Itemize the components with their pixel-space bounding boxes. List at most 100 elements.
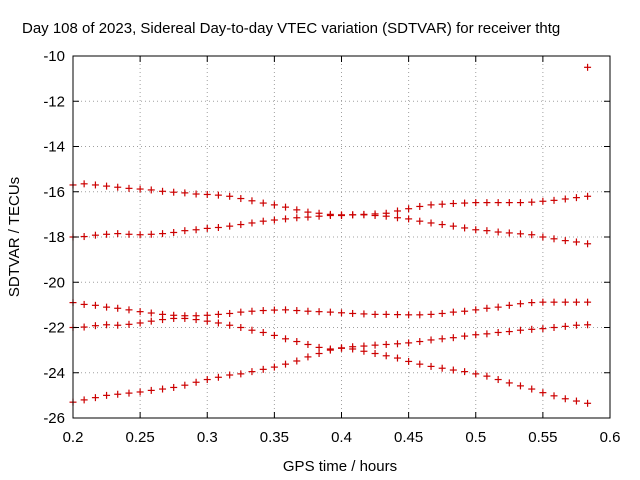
data-point (449, 366, 457, 374)
data-point (80, 300, 88, 308)
data-point (349, 211, 357, 219)
data-point (528, 231, 536, 239)
data-point (159, 230, 167, 238)
data-point (449, 222, 457, 230)
data-point (360, 211, 368, 219)
data-point (528, 325, 536, 333)
data-point (270, 363, 278, 371)
data-point (572, 397, 580, 405)
data-point (282, 360, 290, 368)
data-point (114, 230, 122, 238)
data-point (181, 189, 189, 197)
data-point (203, 376, 211, 384)
data-point (561, 322, 569, 330)
data-point (170, 228, 178, 236)
data-point (159, 316, 167, 324)
data-point (125, 184, 133, 192)
data-point (103, 303, 111, 311)
data-point (550, 196, 558, 204)
data-point (114, 390, 122, 398)
data-point (103, 230, 111, 238)
data-point (237, 195, 245, 203)
data-point (516, 300, 524, 308)
data-point (561, 195, 569, 203)
data-point (125, 389, 133, 397)
data-point (304, 353, 312, 361)
data-point (472, 370, 480, 378)
data-point (80, 180, 88, 188)
data-point (91, 301, 99, 309)
data-point (561, 237, 569, 245)
data-point (315, 343, 323, 351)
data-point (393, 340, 401, 348)
data-point (136, 185, 144, 193)
data-point (326, 308, 334, 316)
data-point (461, 199, 469, 207)
x-tick-label: 0.2 (63, 429, 84, 446)
data-point (136, 388, 144, 396)
data-point (505, 301, 513, 309)
data-point (505, 199, 513, 207)
y-tick-label: -16 (43, 184, 65, 201)
data-point (170, 314, 178, 322)
data-point (192, 190, 200, 198)
data-point (584, 192, 592, 200)
data-point (226, 371, 234, 379)
y-tick-label: -14 (43, 139, 65, 156)
data-point (516, 326, 524, 334)
data-point (382, 310, 390, 318)
data-point (237, 324, 245, 331)
data-point (505, 379, 513, 387)
data-point (315, 308, 323, 316)
data-point (203, 224, 211, 232)
data-point (181, 381, 189, 389)
data-point (270, 201, 278, 209)
data-point (405, 357, 413, 365)
chart-title: Day 108 of 2023, Sidereal Day-to-day VTE… (22, 20, 560, 37)
data-point (125, 320, 133, 328)
data-point (315, 350, 323, 358)
data-point (528, 299, 536, 307)
data-point (270, 306, 278, 314)
x-tick-label: 0.35 (260, 429, 289, 446)
data-point (114, 321, 122, 329)
data-point (259, 328, 267, 336)
data-point (371, 310, 379, 318)
data-point (214, 310, 222, 318)
data-point (472, 226, 480, 234)
data-point (449, 308, 457, 316)
data-point (226, 321, 234, 329)
data-point (326, 346, 334, 354)
y-axis-label: SDTVAR / TECUs (6, 177, 23, 297)
data-point (136, 308, 144, 316)
data-point (405, 339, 413, 347)
data-point (170, 188, 178, 196)
data-point (226, 222, 234, 230)
data-point (449, 334, 457, 342)
data-point (371, 341, 379, 349)
y-tick-label: -26 (43, 410, 65, 427)
data-point (282, 335, 290, 343)
data-point (248, 368, 256, 376)
data-point (528, 198, 536, 206)
data-point (494, 303, 502, 311)
data-point (159, 385, 167, 393)
data-point (438, 200, 446, 208)
data-point (550, 324, 558, 331)
data-point (550, 235, 558, 243)
data-point (371, 350, 379, 358)
data-point (550, 298, 558, 306)
data-point (170, 383, 178, 391)
data-point (405, 215, 413, 223)
data-point (80, 396, 88, 404)
data-point (103, 391, 111, 399)
data-point (282, 203, 290, 211)
data-point (539, 197, 547, 205)
data-point (315, 212, 323, 220)
data-point (416, 202, 424, 210)
data-point (270, 216, 278, 224)
data-point (572, 238, 580, 246)
data-point (405, 205, 413, 213)
data-point (427, 310, 435, 318)
data-point (147, 230, 155, 238)
